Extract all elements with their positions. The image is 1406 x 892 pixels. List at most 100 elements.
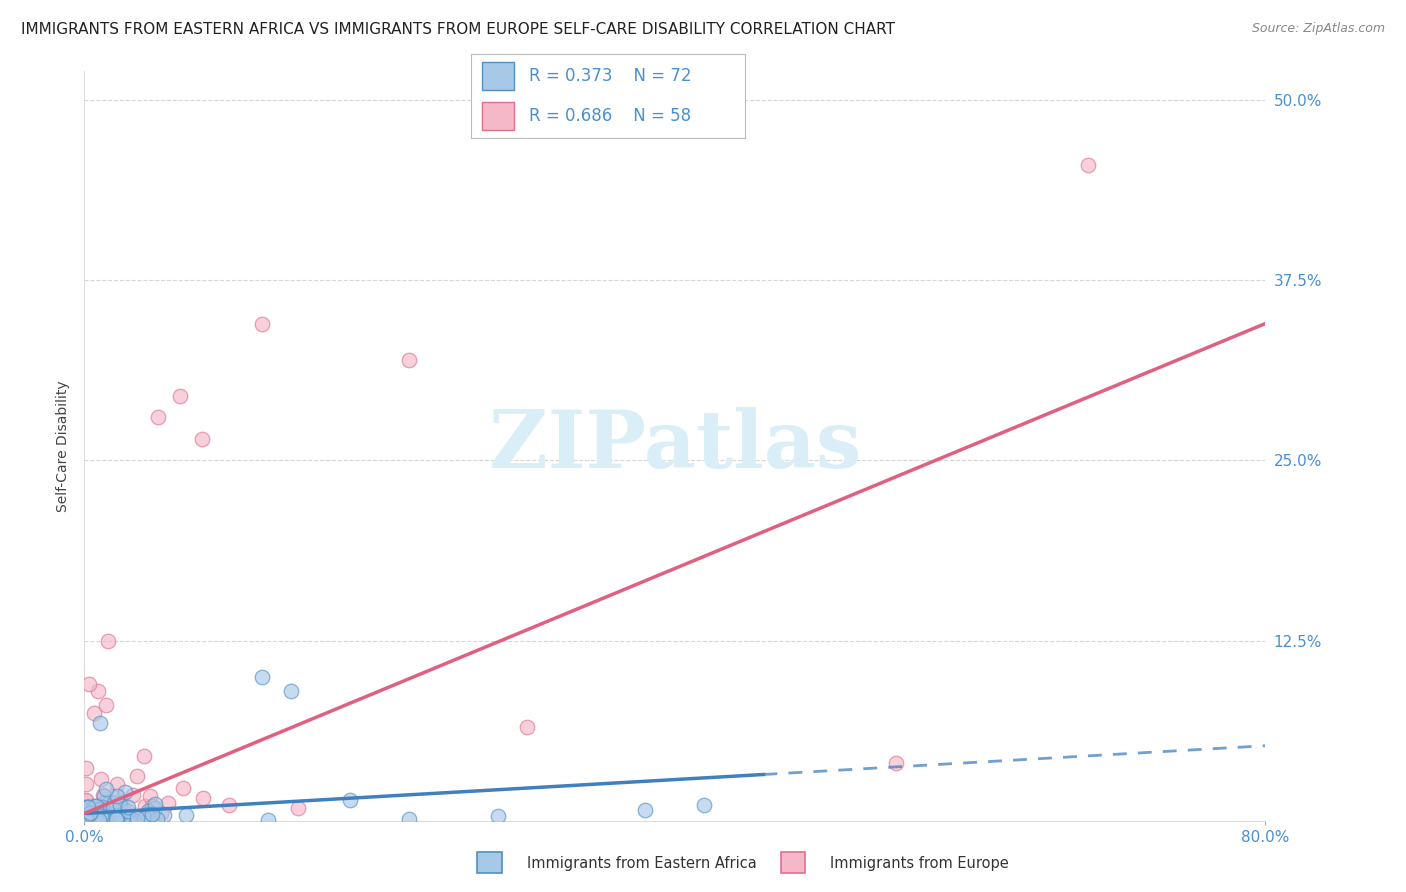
Point <box>75 761 97 775</box>
Point <box>82 805 104 820</box>
Point <box>257 814 280 828</box>
Point <box>91 789 114 803</box>
Point <box>122 789 145 803</box>
Point <box>107 810 129 824</box>
Point <box>136 812 159 826</box>
Point <box>107 797 129 812</box>
Point <box>82 811 104 825</box>
Point <box>79 810 101 824</box>
Point <box>693 797 716 812</box>
Y-axis label: Self-Care Disability: Self-Care Disability <box>56 380 70 512</box>
Point <box>156 796 179 810</box>
Point <box>87 813 110 827</box>
Point <box>886 756 908 770</box>
Point <box>136 806 159 821</box>
Point <box>75 793 97 807</box>
Point <box>398 352 420 367</box>
Point <box>103 808 125 822</box>
Point <box>112 801 135 815</box>
Point <box>90 812 112 826</box>
Text: R = 0.373    N = 72: R = 0.373 N = 72 <box>529 67 692 85</box>
Point <box>83 799 105 814</box>
Point <box>150 805 173 820</box>
Point <box>89 715 111 730</box>
Point <box>86 684 108 698</box>
Point <box>146 812 169 826</box>
Point <box>153 808 176 822</box>
Point <box>91 802 114 816</box>
Text: IMMIGRANTS FROM EASTERN AFRICA VS IMMIGRANTS FROM EUROPE SELF-CARE DISABILITY CO: IMMIGRANTS FROM EASTERN AFRICA VS IMMIGR… <box>21 22 896 37</box>
Point <box>96 781 118 796</box>
Point <box>398 812 420 826</box>
Point <box>75 800 97 814</box>
Point <box>89 802 111 816</box>
Point <box>117 813 139 827</box>
Point <box>107 808 129 822</box>
Point <box>105 789 128 803</box>
Bar <box>482 102 513 130</box>
Point <box>1077 158 1099 172</box>
Point <box>82 808 104 822</box>
Point <box>132 811 155 825</box>
Point <box>105 813 128 827</box>
Point <box>100 797 122 812</box>
Point <box>84 798 107 813</box>
Point <box>105 813 128 827</box>
Point <box>108 794 131 808</box>
Point <box>76 800 98 814</box>
Point <box>76 811 98 825</box>
Point <box>122 809 145 823</box>
Point <box>79 806 101 821</box>
Point <box>125 769 148 783</box>
Point <box>79 805 101 820</box>
Point <box>75 810 97 824</box>
Point <box>112 810 135 824</box>
Point <box>250 317 273 331</box>
Point <box>97 633 120 648</box>
Point <box>75 798 97 813</box>
Point <box>76 812 98 826</box>
Point <box>89 811 111 825</box>
Point <box>134 799 156 814</box>
Point <box>80 805 103 819</box>
Bar <box>780 852 806 873</box>
Point <box>84 809 107 823</box>
Point <box>75 793 97 807</box>
Point <box>117 800 139 814</box>
Point <box>75 804 97 818</box>
Point <box>101 801 124 815</box>
Point <box>121 813 143 827</box>
Point <box>83 811 105 825</box>
Point <box>75 810 97 824</box>
Point <box>138 789 160 804</box>
Point <box>105 777 128 791</box>
Point <box>90 811 112 825</box>
Point <box>172 780 194 795</box>
Text: ZIPatlas: ZIPatlas <box>489 407 860 485</box>
Point <box>101 789 124 803</box>
Point <box>86 805 108 819</box>
Point <box>94 797 117 812</box>
Point <box>86 803 108 817</box>
Point <box>75 777 97 791</box>
Point <box>89 808 111 822</box>
Point <box>486 808 509 822</box>
Text: Immigrants from Europe: Immigrants from Europe <box>830 856 1008 871</box>
Point <box>145 801 167 815</box>
Point <box>94 795 117 809</box>
Bar <box>477 852 502 873</box>
Point <box>148 410 170 425</box>
Point <box>93 789 115 804</box>
Point <box>86 814 108 828</box>
Point <box>91 813 114 827</box>
Point <box>77 809 100 823</box>
Point <box>82 811 104 825</box>
Point <box>77 799 100 814</box>
Point <box>141 799 163 814</box>
Point <box>132 749 155 764</box>
Point <box>117 805 139 819</box>
Point <box>112 805 135 819</box>
Point <box>136 804 159 818</box>
Point <box>110 814 132 828</box>
Point <box>96 809 118 823</box>
